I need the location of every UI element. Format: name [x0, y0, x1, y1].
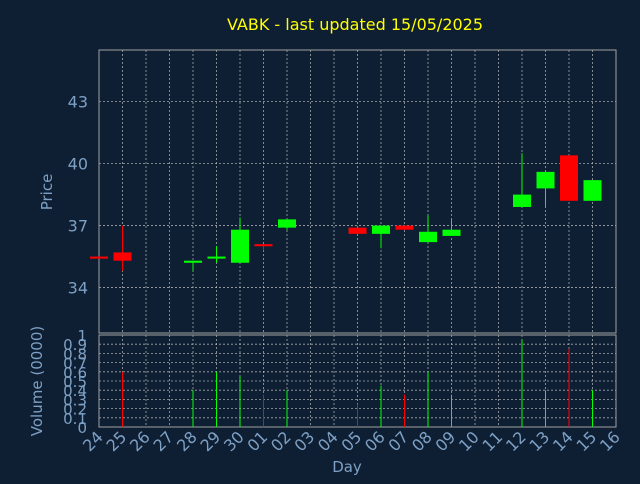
candle — [231, 217, 249, 263]
candle-body — [419, 231, 437, 243]
candle — [254, 244, 273, 251]
candle — [419, 215, 437, 243]
price-tick-label: 37 — [68, 217, 88, 236]
candle-body — [348, 227, 367, 234]
x-axis-label: Day — [332, 458, 362, 476]
price-axis-label: Price — [38, 174, 56, 211]
candle — [442, 219, 461, 236]
candle-body — [231, 229, 249, 263]
candle-body — [113, 252, 132, 261]
candle-body — [207, 256, 226, 259]
volume-axis-label: Volume (0000) — [28, 326, 46, 436]
volume-panel: 00.10.20.30.40.50.60.70.80.9124252627282… — [63, 327, 624, 455]
volume-tick-label: 0.9 — [63, 336, 87, 354]
volume-tick-label: 0.6 — [63, 364, 87, 382]
candle-body — [395, 225, 414, 230]
candle — [348, 227, 367, 234]
volume-tick-label: 0.5 — [63, 373, 87, 391]
candle — [395, 225, 414, 230]
candle — [536, 171, 555, 207]
candle — [90, 256, 108, 259]
candle-body — [583, 180, 602, 201]
volume-tick-label: 0.3 — [63, 391, 87, 409]
candle-body — [513, 194, 531, 207]
volume-tick-label: 0.1 — [63, 410, 87, 428]
candle-body — [536, 171, 555, 189]
candle — [207, 246, 226, 263]
candle — [278, 219, 296, 230]
price-tick-label: 43 — [68, 93, 88, 112]
candle — [184, 260, 202, 272]
candle-body — [442, 229, 461, 236]
candle — [372, 225, 390, 249]
price-panel: 34 37 40 43 — [68, 49, 617, 334]
price-tick-label: 34 — [68, 279, 88, 298]
candle — [513, 153, 531, 207]
chart-title: VABK - last updated 15/05/2025 — [227, 15, 483, 34]
candle-body — [254, 244, 273, 247]
candle-body — [184, 260, 202, 263]
candle-body — [278, 219, 296, 228]
volume-tick-label: 0.2 — [63, 401, 87, 419]
price-tick-label: 40 — [68, 155, 88, 174]
candle — [560, 155, 578, 201]
volume-tick-label: 0.4 — [63, 382, 87, 400]
price-plot-frame — [98, 49, 617, 334]
volume-tick-label: 1 — [77, 327, 87, 345]
candle-body — [90, 256, 108, 259]
candle-body — [372, 225, 390, 234]
x-tick-label: 16 — [596, 427, 624, 455]
candle — [583, 180, 602, 201]
volume-tick-label: 0.7 — [63, 355, 87, 373]
candle-body — [560, 155, 578, 201]
volume-tick-label: 0.8 — [63, 345, 87, 363]
volume-tick-label: 0 — [77, 419, 87, 437]
candle — [113, 225, 132, 272]
